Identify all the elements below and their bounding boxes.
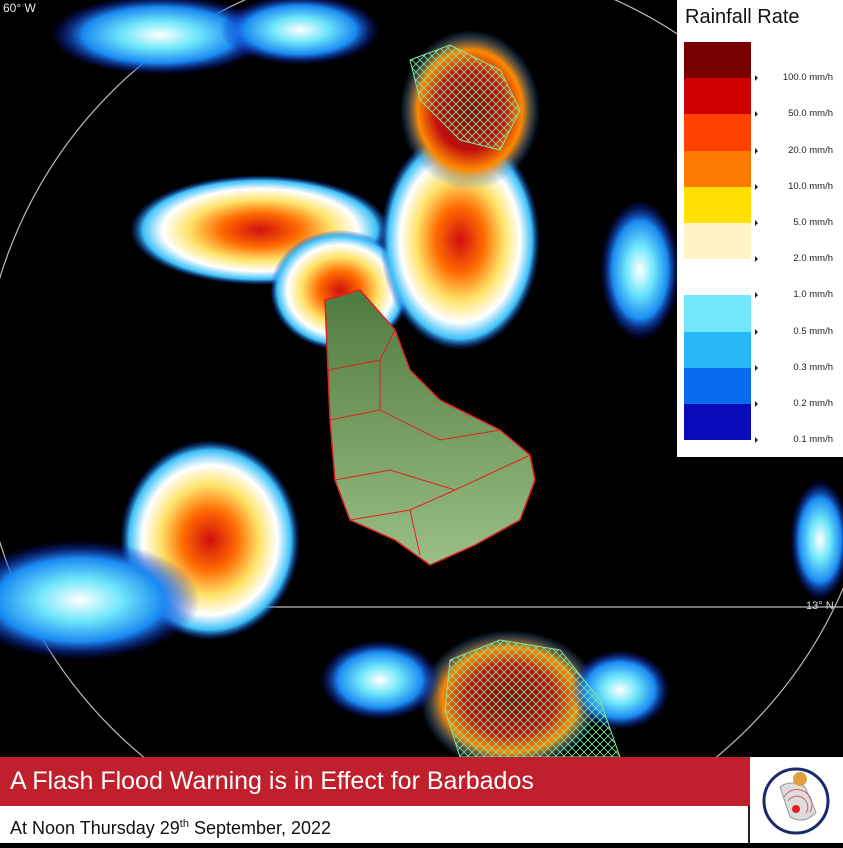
legend-tick <box>755 328 758 335</box>
legend-label: 2.0 mm/h <box>793 253 833 265</box>
rainfall-legend: Rainfall Rate 100.0 mm/h 50.0 mm/h 20.0 mm… <box>677 0 843 457</box>
legend-swatch <box>684 259 751 296</box>
barbados-met-services-logo <box>750 757 843 843</box>
legend-label: 0.5 mm/h <box>793 325 833 337</box>
warning-area-south <box>444 639 621 758</box>
legend-label: 10.0 mm/h <box>788 180 833 192</box>
legend-tick <box>755 401 758 407</box>
legend-label: 0.1 mm/h <box>793 434 833 446</box>
legend-tick <box>755 147 758 154</box>
legend-title: Rainfall Rate <box>685 6 800 28</box>
legend-swatch <box>684 367 751 404</box>
legend-swatch <box>684 186 751 223</box>
timestamp-ordinal: th <box>179 818 189 830</box>
legend-label: 20.0 mm/h <box>788 144 833 156</box>
latitude-label: 13° N <box>806 600 834 612</box>
legend-swatch <box>684 78 751 115</box>
timestamp: At Noon Thursday 29th September, 2022 <box>0 806 750 843</box>
timestamp-rest: September, 2022 <box>188 818 332 838</box>
legend-label: 0.3 mm/h <box>793 361 833 373</box>
legend-label: 0.2 mm/h <box>793 398 833 409</box>
legend-tick <box>755 111 758 118</box>
legend-label: 1.0 mm/h <box>793 289 833 301</box>
legend-swatch <box>684 295 751 332</box>
legend-label: 5.0 mm/h <box>793 217 833 228</box>
legend-tick <box>755 437 758 444</box>
legend-tick <box>755 292 758 299</box>
legend-swatch <box>684 114 751 151</box>
legend-tick <box>755 220 758 226</box>
legend-tick <box>755 256 758 263</box>
legend-label: 100.0 mm/h <box>782 72 833 84</box>
legend-tick <box>755 183 758 190</box>
legend-swatch <box>684 150 751 187</box>
legend-tick <box>755 75 758 82</box>
barbados-island <box>324 289 536 566</box>
timestamp-prefix: At Noon Thursday 29 <box>10 818 180 838</box>
longitude-label: 60° W <box>3 1 36 15</box>
warning-area-north <box>409 44 521 151</box>
legend-swatch <box>684 42 751 79</box>
legend-tick <box>755 364 758 371</box>
legend-swatch <box>684 223 751 260</box>
legend-swatch <box>684 331 751 368</box>
legend-swatch <box>684 404 751 441</box>
parish-boundaries <box>327 329 531 556</box>
warning-banner: A Flash Flood Warning is in Effect for B… <box>0 757 750 806</box>
legend-label: 50.0 mm/h <box>788 108 833 120</box>
